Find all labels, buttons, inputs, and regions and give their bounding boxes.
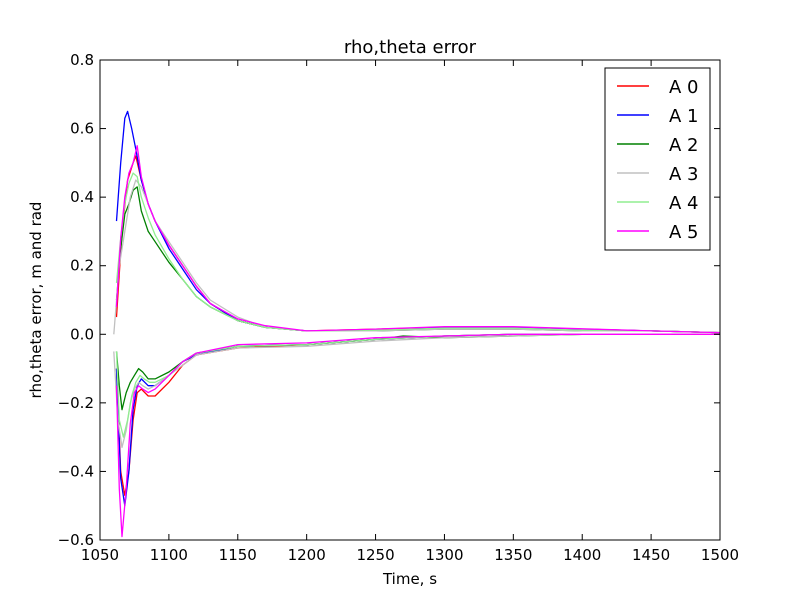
- legend-label: A 3: [669, 164, 699, 185]
- x-tick-label: 1150: [219, 546, 257, 564]
- x-tick-label: 1500: [701, 546, 739, 564]
- y-tick-label: 0.2: [70, 257, 94, 275]
- plot-area: [113, 110, 720, 538]
- series-line-3-upper: [113, 179, 720, 335]
- legend-box: [604, 67, 711, 251]
- series-line-4-upper: [115, 172, 720, 334]
- y-tick-label: −0.4: [58, 462, 94, 480]
- x-axis: 1050 1100 1150 1200 1250 1300 1350 1400 1450 1500: [81, 60, 739, 564]
- legend-label: A 5: [669, 222, 699, 243]
- y-tick-label: 0.4: [70, 188, 94, 206]
- series-line-5-upper: [115, 145, 720, 334]
- series-layer: [113, 110, 720, 538]
- legend-label: A 0: [669, 77, 699, 98]
- y-tick-label: 0.8: [70, 51, 94, 69]
- y-tick-label: −0.2: [58, 394, 94, 412]
- x-tick-label: 1450: [632, 546, 670, 564]
- y-tick-label: −0.6: [58, 531, 94, 549]
- y-tick-label: 0.6: [70, 120, 94, 138]
- series-line-1-upper: [115, 110, 720, 334]
- x-tick-label: 1350: [494, 546, 532, 564]
- chart-title: rho,theta error: [344, 37, 477, 58]
- y-axis: 0.8 0.6 0.4 0.2 0.0 −0.2 −0.4 −0.6: [58, 51, 720, 549]
- legend: A 0 A 1 A 2 A 3 A 4 A 5: [604, 67, 711, 251]
- x-tick-label: 1300: [425, 546, 463, 564]
- plot-frame: [99, 59, 721, 541]
- x-tick-label: 1100: [150, 546, 188, 564]
- y-axis-label: rho,theta error, m and rad: [27, 202, 45, 399]
- x-tick-label: 1050: [81, 546, 119, 564]
- legend-label: A 4: [669, 193, 699, 214]
- x-axis-label: Time, s: [382, 570, 437, 588]
- series-line-5-lower: [115, 333, 720, 538]
- y-tick-label: 0.0: [70, 325, 94, 343]
- legend-label: A 1: [669, 106, 699, 127]
- x-tick-label: 1250: [356, 546, 394, 564]
- x-tick-label: 1400: [563, 546, 601, 564]
- legend-label: A 2: [669, 135, 699, 156]
- x-tick-label: 1200: [288, 546, 326, 564]
